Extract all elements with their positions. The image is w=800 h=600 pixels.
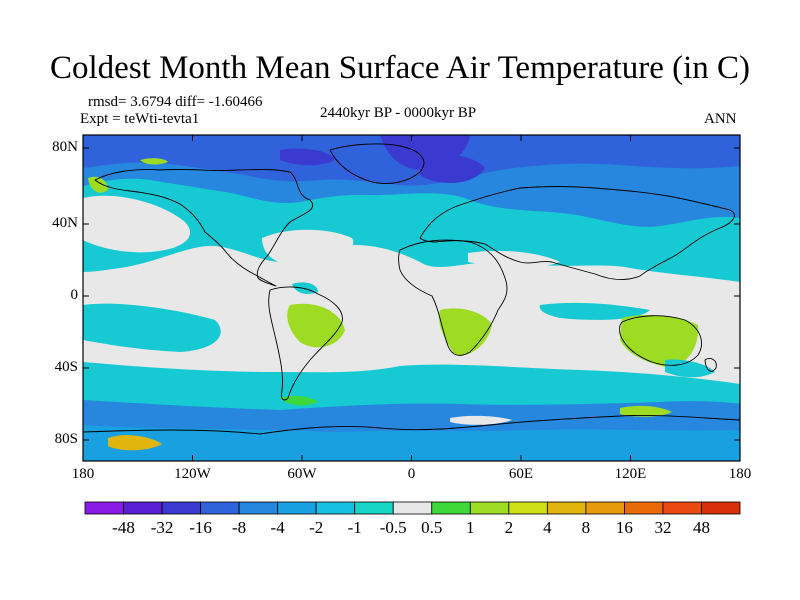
ross-ice-warm-patch bbox=[108, 435, 162, 451]
lon-label-1: 120W bbox=[174, 466, 211, 482]
colorbar-label-2: -16 bbox=[189, 518, 212, 537]
rmsd-diff-text: rmsd= 3.6794 diff= -1.60466 bbox=[88, 94, 263, 110]
new-zealand-coast bbox=[704, 357, 717, 372]
colorbar-swatch-1 bbox=[123, 501, 163, 515]
atlantic-neutral-patch bbox=[262, 229, 354, 266]
colorbar-swatch-12 bbox=[546, 501, 587, 515]
colorbar-swatch-10 bbox=[469, 501, 510, 515]
antarctic-coast-region bbox=[83, 425, 740, 461]
period-text: 2440kyr BP - 0000kyr BP bbox=[320, 105, 477, 121]
australia-coast bbox=[619, 315, 702, 366]
coastlines bbox=[83, 143, 740, 435]
lon-label-6: 180 bbox=[728, 466, 752, 482]
colorbar-label-9: 1 bbox=[466, 518, 475, 537]
colorbar-swatch-15 bbox=[662, 501, 702, 515]
colorbar-label-4: -4 bbox=[270, 518, 285, 537]
colorbar-swatch-2 bbox=[161, 501, 201, 515]
colorbar-label-7: -0.5 bbox=[379, 518, 407, 537]
colorbar-label-15: 48 bbox=[692, 518, 710, 537]
colorbar-label-6: -1 bbox=[347, 518, 362, 537]
north-america-coast bbox=[94, 168, 313, 287]
colorbar-label-10: 2 bbox=[504, 518, 514, 537]
lat-label-0: 80N bbox=[52, 139, 78, 155]
lat-label-2: 0 bbox=[70, 287, 79, 303]
south-america-coast bbox=[268, 286, 343, 401]
south-africa-warm-patch bbox=[439, 308, 492, 356]
australia-warm-patch bbox=[620, 315, 699, 368]
colorbar-label-5: -2 bbox=[309, 518, 324, 537]
east-antarctic-warm-patch bbox=[620, 405, 672, 417]
lat-label-4: 80S bbox=[54, 431, 78, 447]
colorbar-swatch-16 bbox=[701, 501, 741, 515]
colorbar-swatch-14 bbox=[624, 501, 664, 515]
map-field bbox=[83, 135, 740, 461]
greenland-coast bbox=[329, 143, 425, 184]
africa-coast bbox=[398, 239, 508, 356]
colorbar-label-13: 16 bbox=[615, 518, 633, 537]
eurasia-coast bbox=[419, 186, 735, 281]
colorbar-swatch-7 bbox=[354, 501, 394, 515]
pacific-neutral-patch bbox=[83, 195, 191, 253]
colorbar-label-11: 4 bbox=[543, 518, 552, 537]
lat-label-1: 40N bbox=[52, 215, 78, 231]
season-text: ANN bbox=[704, 111, 737, 127]
colorbar-swatch-8 bbox=[392, 501, 433, 515]
scandinavia-extreme-cold bbox=[420, 154, 485, 184]
colorbar-label-1: -32 bbox=[150, 518, 174, 537]
colorbar-swatch-13 bbox=[585, 501, 625, 515]
lon-label-3: 0 bbox=[407, 466, 416, 482]
lat-label-3: 40S bbox=[54, 359, 78, 375]
bering-warm-patch bbox=[140, 158, 168, 165]
colorbar-swatch-0 bbox=[84, 501, 124, 515]
antarctica-coast bbox=[83, 415, 740, 435]
colorbar-label-14: 32 bbox=[654, 518, 672, 537]
axis-ticks bbox=[82, 135, 741, 461]
indian-ocean-cool-band bbox=[539, 302, 650, 320]
colorbar-swatch-3 bbox=[200, 501, 240, 515]
colorbar bbox=[84, 501, 741, 515]
colorbar-swatch-9 bbox=[431, 501, 471, 515]
lon-label-4: 60E bbox=[508, 466, 534, 482]
colorbar-swatch-5 bbox=[277, 501, 317, 515]
lon-label-0: 180 bbox=[71, 466, 95, 482]
alaska-warm-patch bbox=[88, 176, 108, 193]
colorbar-label-12: 8 bbox=[581, 518, 591, 537]
sahara-neutral-patch bbox=[468, 250, 560, 268]
colorbar-label-3: -8 bbox=[232, 518, 247, 537]
lon-label-2: 60W bbox=[287, 466, 317, 482]
antarctic-neutral-patch bbox=[450, 415, 512, 425]
map-title: Coldest Month Mean Surface Air Temperatu… bbox=[50, 50, 750, 86]
colorbar-swatch-11 bbox=[508, 501, 548, 515]
experiment-text: Expt = teWti-tevta1 bbox=[80, 111, 200, 127]
tasman-cool-patch bbox=[665, 359, 715, 378]
south-america-warm-patch bbox=[287, 303, 345, 348]
colorbar-swatch-6 bbox=[315, 501, 356, 515]
arctic-canada-extreme-cold bbox=[280, 148, 335, 166]
colorbar-label-0: -48 bbox=[112, 518, 135, 537]
lon-label-5: 120E bbox=[614, 466, 647, 482]
south-pacific-cool-band bbox=[83, 303, 221, 352]
colorbar-swatch-4 bbox=[238, 501, 279, 515]
weddell-warm-patch bbox=[280, 395, 318, 406]
colorbar-label-8: 0.5 bbox=[421, 518, 443, 537]
